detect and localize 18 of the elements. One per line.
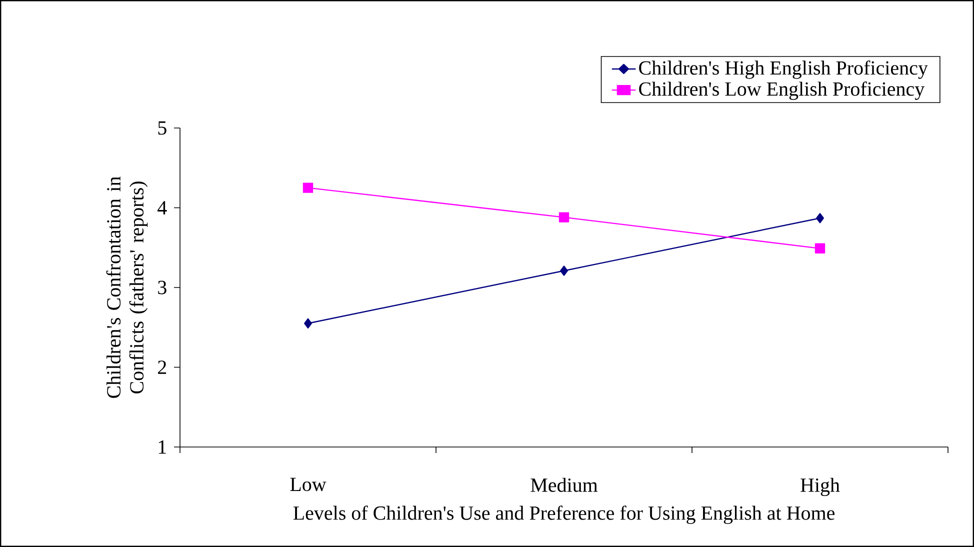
x-axis-title: Levels of Children's Use and Preference for Using English at Home xyxy=(293,506,835,524)
y-tick-label: 1 xyxy=(158,440,166,454)
y-tick-label: 3 xyxy=(158,280,166,294)
point xyxy=(814,243,826,254)
point xyxy=(304,318,312,328)
y-axis-title: Children's Confrontation in Conflicts (fathers' reports) xyxy=(106,176,148,398)
legend-label: Children's High English Proficiency xyxy=(639,60,928,79)
x-tick-label: High xyxy=(800,478,840,496)
point xyxy=(560,266,568,276)
y-tick-label: 5 xyxy=(158,121,166,135)
y-tick-label: 4 xyxy=(158,201,167,214)
x-tick-label: Medium xyxy=(530,478,598,492)
point xyxy=(558,212,570,222)
legend-label: Children's Low English Proficiency xyxy=(639,82,925,100)
x-tick-label: Low xyxy=(290,478,326,492)
point xyxy=(816,213,824,224)
y-tick-label: 2 xyxy=(158,360,166,374)
point xyxy=(302,182,314,193)
